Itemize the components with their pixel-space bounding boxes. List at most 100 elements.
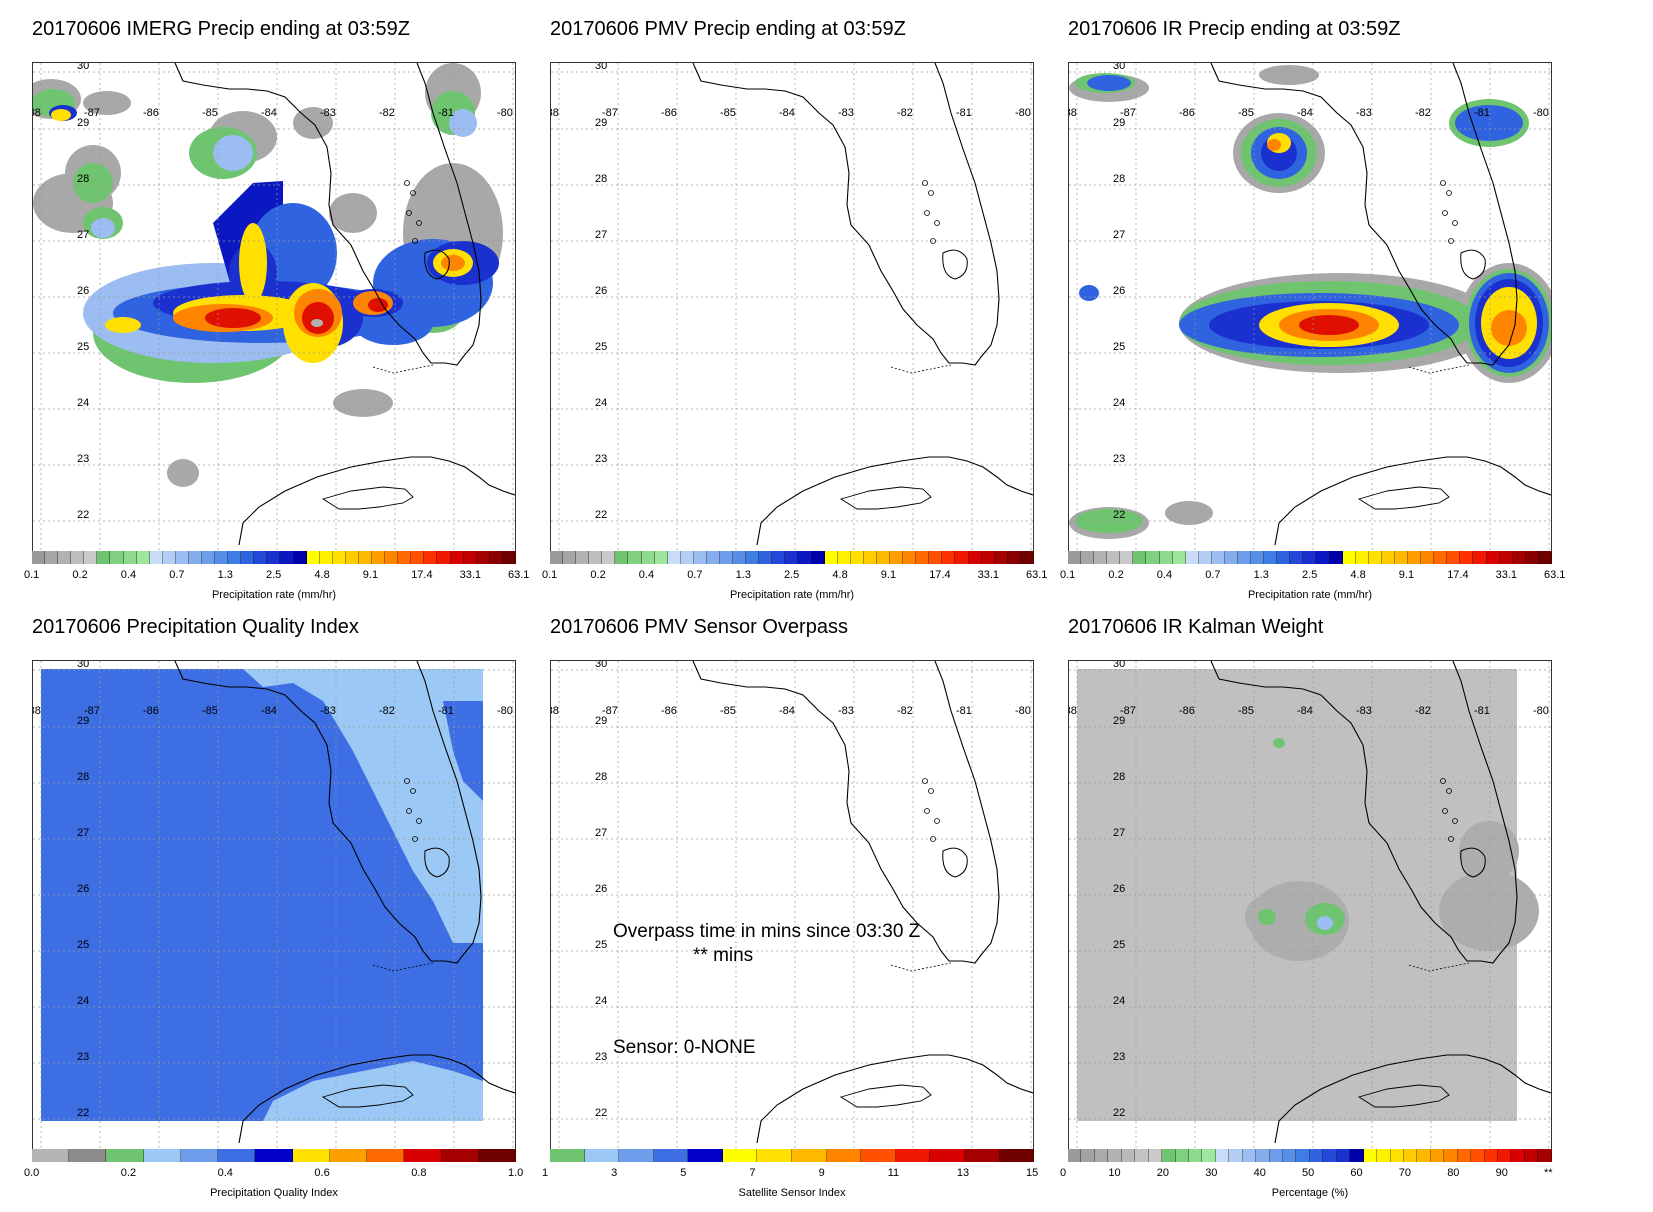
colorbar-swatch	[1238, 551, 1252, 564]
colorbar-tick-label: 30	[1205, 1167, 1218, 1179]
colorbar-swatch	[628, 551, 642, 564]
cuba-coast-detail	[321, 1084, 414, 1108]
colorbar-swatch	[850, 551, 864, 564]
colorbar-tick-label: 9.1	[362, 569, 379, 581]
lat-tick-label: 27	[77, 229, 90, 241]
colorbar-swatch	[861, 1149, 896, 1162]
colorbar-swatch	[589, 551, 603, 564]
colorbar-swatch	[345, 551, 359, 564]
lake-outline	[930, 836, 936, 842]
colorbar-tick-label: 9	[818, 1167, 825, 1179]
colorbar-tick-label: 60	[1350, 1167, 1363, 1179]
colorbar-swatch	[441, 1149, 479, 1162]
lon-tick-label: -84	[261, 705, 277, 717]
colorbar-swatch	[994, 551, 1008, 564]
colorbar-swatch	[149, 551, 163, 564]
panel-title: 20170606 IMERG Precip ending at 03:59Z	[32, 18, 411, 40]
map-plot	[551, 63, 1033, 551]
lon-tick-label: -81	[438, 705, 454, 717]
colorbar-swatch	[1242, 1149, 1257, 1162]
colorbar-swatch	[1185, 551, 1199, 564]
colorbar-tick-label: 2.5	[266, 569, 282, 581]
colorbar-swatch	[372, 551, 386, 564]
colorbar-swatch	[241, 551, 255, 564]
lake-outline	[1442, 808, 1448, 814]
precip-cell-orange	[1267, 139, 1281, 151]
colorbar-swatch	[1211, 551, 1225, 564]
lat-tick-label: 29	[1113, 117, 1126, 129]
colorbar-swatch	[903, 551, 917, 564]
colorbar-swatch	[576, 551, 590, 564]
lat-tick-label: 25	[595, 341, 608, 353]
colorbar-swatch	[1350, 1149, 1364, 1162]
colorbar-tick-label: 10	[1108, 1167, 1121, 1179]
lat-tick-label: 22	[1113, 1107, 1126, 1119]
lake-okeechobee	[424, 847, 450, 878]
colorbar-tick-label: 63.1	[1544, 569, 1566, 581]
precip-cell-lightblue	[213, 135, 253, 171]
lon-tick-label: -80	[1533, 705, 1549, 717]
colorbar-tick-label: 33.1	[459, 569, 482, 581]
colorbar-swatch	[1020, 551, 1034, 564]
colorbar-swatch	[437, 551, 451, 564]
lat-tick-label: 24	[77, 995, 90, 1007]
lake-outline	[416, 818, 422, 824]
colorbar-swatch	[1524, 1149, 1539, 1162]
colorbar-swatch	[1329, 551, 1343, 564]
colorbar-swatch	[1498, 1149, 1512, 1162]
colorbar-swatch	[680, 551, 694, 564]
lon-tick-label: -85	[202, 107, 218, 119]
colorbar-swatch	[667, 551, 681, 564]
colorbar-swatch	[1512, 551, 1526, 564]
precip-cell-blue	[1455, 105, 1523, 141]
colorbar-swatch	[1457, 1149, 1472, 1162]
lat-tick-label: 27	[77, 827, 90, 839]
lat-tick-label: 26	[595, 883, 608, 895]
colorbar-tick-label: 9.1	[880, 569, 897, 581]
lake-outline	[1448, 238, 1454, 244]
colorbar-swatch	[1486, 551, 1500, 564]
lon-tick-label: -80	[497, 107, 513, 119]
florida-coastline	[174, 661, 482, 964]
panel-title: 20170606 IR Precip ending at 03:59Z	[1068, 18, 1401, 40]
colorbar-tick-label: **	[1544, 1167, 1553, 1179]
colorbar-swatch	[502, 551, 516, 564]
colorbar-swatch	[955, 551, 969, 564]
lake-outline	[924, 210, 930, 216]
colorbar-swatch	[385, 551, 399, 564]
colorbar-swatch	[1290, 551, 1304, 564]
precip-cell-gray	[83, 91, 131, 115]
colorbar-swatch	[1094, 551, 1108, 564]
colorbar-tick-label: 3	[611, 1167, 618, 1179]
colorbar-swatch	[1121, 1149, 1136, 1162]
cuba-coastline	[1274, 456, 1551, 546]
lon-tick-label: -84	[1297, 107, 1313, 119]
colorbar-swatch	[968, 551, 982, 564]
precip-cell-gray	[1165, 501, 1213, 525]
panel-title: 20170606 PMV Sensor Overpass	[550, 616, 848, 638]
colorbar-tick-label: 7	[749, 1167, 756, 1179]
lon-tick-label: -83	[838, 705, 854, 717]
colorbar	[550, 1149, 1035, 1162]
colorbar-swatch	[1538, 551, 1552, 564]
lon-tick-label: -88	[1069, 107, 1077, 119]
panel-ir: 20170606 IR Precip ending at 03:59Z -88 -8…	[1060, 18, 1598, 608]
colorbar-tick-label: 50	[1302, 1167, 1315, 1179]
colorbar-swatch	[1323, 1149, 1337, 1162]
colorbar-swatch	[1148, 1149, 1163, 1162]
lat-tick-label: 23	[1113, 453, 1126, 465]
colorbar-swatch	[1403, 1149, 1418, 1162]
colorbar-swatch	[1377, 1149, 1391, 1162]
colorbar-swatch	[654, 551, 668, 564]
colorbar-title: Precipitation rate (mm/hr)	[1247, 589, 1373, 601]
lat-tick-label: 24	[595, 397, 608, 409]
colorbar-swatch	[1296, 1149, 1310, 1162]
colorbar-swatch	[175, 551, 189, 564]
colorbar-tick-label: 4.8	[832, 569, 848, 581]
colorbar-tick-label: 1	[542, 1167, 549, 1179]
colorbar-swatch	[706, 551, 721, 564]
lon-tick-label: -86	[1179, 107, 1195, 119]
colorbar-tick-label: 15	[1026, 1167, 1039, 1179]
colorbar-swatch	[792, 1149, 827, 1162]
colorbar-swatch	[1256, 1149, 1270, 1162]
